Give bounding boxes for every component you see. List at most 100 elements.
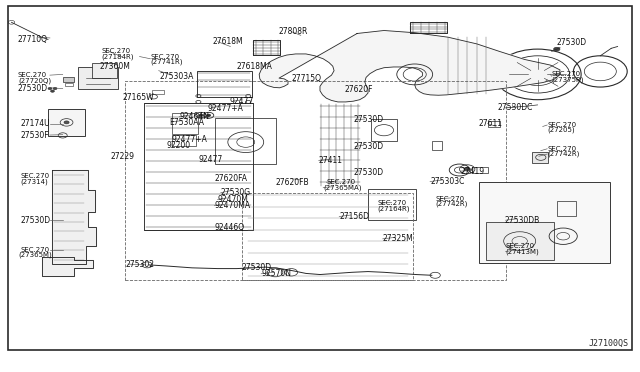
- Text: (27164R): (27164R): [378, 205, 410, 212]
- Text: SEC.270: SEC.270: [552, 71, 581, 77]
- Text: 27808R: 27808R: [278, 27, 308, 36]
- Text: 92464N: 92464N: [179, 112, 209, 121]
- Text: (27314): (27314): [20, 178, 48, 185]
- Text: 92477: 92477: [229, 97, 253, 106]
- Bar: [125, 81, 506, 280]
- Text: 27530G: 27530G: [221, 188, 251, 197]
- Text: 27618MA: 27618MA: [237, 62, 273, 71]
- Text: 27611: 27611: [479, 119, 503, 128]
- Text: 27530F: 27530F: [20, 131, 49, 140]
- Bar: [488, 121, 500, 127]
- Text: SEC.270: SEC.270: [18, 72, 47, 78]
- Text: 92470MA: 92470MA: [214, 201, 250, 210]
- Polygon shape: [52, 170, 96, 264]
- Circle shape: [48, 87, 52, 90]
- Text: E7530AA: E7530AA: [169, 118, 204, 127]
- Text: (27365M): (27365M): [18, 252, 52, 259]
- Text: SEC.270: SEC.270: [506, 243, 535, 249]
- Bar: [557, 201, 576, 216]
- Text: (27720Q): (27720Q): [18, 77, 51, 84]
- Text: (27741R): (27741R): [150, 59, 183, 65]
- Circle shape: [199, 114, 203, 116]
- Polygon shape: [42, 257, 93, 276]
- Text: (27742R): (27742R): [547, 151, 580, 157]
- Bar: [242, 193, 413, 280]
- Text: 27530D: 27530D: [242, 263, 272, 272]
- Text: 27530D: 27530D: [18, 84, 48, 93]
- Text: 27530DC: 27530DC: [498, 103, 533, 112]
- Bar: [144, 103, 253, 230]
- Text: 27156D: 27156D: [339, 212, 369, 221]
- Text: (27365MA): (27365MA): [323, 184, 362, 191]
- Bar: [92, 63, 117, 78]
- Text: 27419: 27419: [461, 167, 485, 176]
- Text: SEC.270: SEC.270: [20, 247, 50, 253]
- Bar: [197, 71, 252, 97]
- Text: J27100QS: J27100QS: [589, 339, 628, 348]
- Text: 92446Q: 92446Q: [214, 223, 244, 232]
- Bar: [371, 119, 397, 141]
- Text: SEC.270: SEC.270: [20, 173, 50, 179]
- Text: SEC.270: SEC.270: [547, 122, 577, 128]
- Text: 27620F: 27620F: [344, 85, 373, 94]
- Circle shape: [554, 47, 560, 51]
- Text: 92477+A: 92477+A: [208, 104, 244, 113]
- Text: 27715Q: 27715Q: [291, 74, 321, 83]
- Circle shape: [53, 87, 57, 90]
- Bar: [486, 222, 554, 260]
- Text: 27710Q: 27710Q: [18, 35, 48, 44]
- Bar: [368, 189, 416, 220]
- Circle shape: [207, 114, 211, 116]
- Bar: [532, 152, 548, 163]
- Bar: [152, 90, 164, 94]
- Text: SEC.270: SEC.270: [101, 48, 131, 54]
- Text: 92470M: 92470M: [218, 195, 248, 204]
- Text: 275303A: 275303A: [160, 72, 195, 81]
- Text: SEC.270: SEC.270: [150, 54, 180, 60]
- Text: 27620FA: 27620FA: [214, 174, 248, 183]
- Text: 27530D: 27530D: [353, 115, 383, 124]
- Circle shape: [64, 121, 69, 124]
- Text: 27620FB: 27620FB: [275, 178, 309, 187]
- Text: SEC.270: SEC.270: [547, 146, 577, 152]
- Text: 27325M: 27325M: [383, 234, 413, 243]
- Circle shape: [51, 90, 54, 92]
- Text: 27618M: 27618M: [212, 37, 243, 46]
- Text: SEC.270: SEC.270: [378, 200, 407, 206]
- Text: 92477+A: 92477+A: [172, 135, 207, 144]
- Text: (27375R): (27375R): [552, 76, 584, 83]
- Bar: [172, 135, 196, 146]
- Text: 27165W: 27165W: [123, 93, 154, 102]
- Text: 27360M: 27360M: [99, 62, 130, 71]
- Text: 27229: 27229: [110, 153, 134, 161]
- Bar: [479, 182, 610, 263]
- Text: SEC.270: SEC.270: [326, 179, 356, 185]
- Text: 27530D: 27530D: [353, 142, 383, 151]
- Text: (27742R): (27742R): [435, 201, 468, 207]
- Bar: [215, 118, 276, 164]
- Text: 27530DB: 27530DB: [504, 216, 540, 225]
- Bar: [65, 83, 73, 86]
- Text: 27530D: 27530D: [557, 38, 587, 47]
- Circle shape: [464, 167, 470, 171]
- Text: 27530D: 27530D: [353, 168, 383, 177]
- Text: 27530D: 27530D: [20, 216, 51, 225]
- Bar: [432, 141, 442, 150]
- Text: SEC.270: SEC.270: [435, 196, 465, 202]
- Text: (27184R): (27184R): [101, 53, 134, 60]
- Bar: [172, 113, 198, 134]
- Text: 27411: 27411: [319, 156, 343, 165]
- Polygon shape: [259, 31, 560, 102]
- Text: 92570N: 92570N: [261, 269, 291, 278]
- Bar: [48, 109, 85, 136]
- Text: 27174U: 27174U: [20, 119, 50, 128]
- Bar: [78, 67, 118, 89]
- Text: 92200: 92200: [166, 141, 191, 150]
- Text: (27205): (27205): [547, 127, 575, 134]
- Text: 275302: 275302: [125, 260, 154, 269]
- Text: (27413M): (27413M): [506, 248, 540, 255]
- Bar: [472, 167, 488, 173]
- Text: 92477: 92477: [198, 155, 223, 164]
- Bar: [63, 77, 74, 82]
- Text: 275303C: 275303C: [430, 177, 465, 186]
